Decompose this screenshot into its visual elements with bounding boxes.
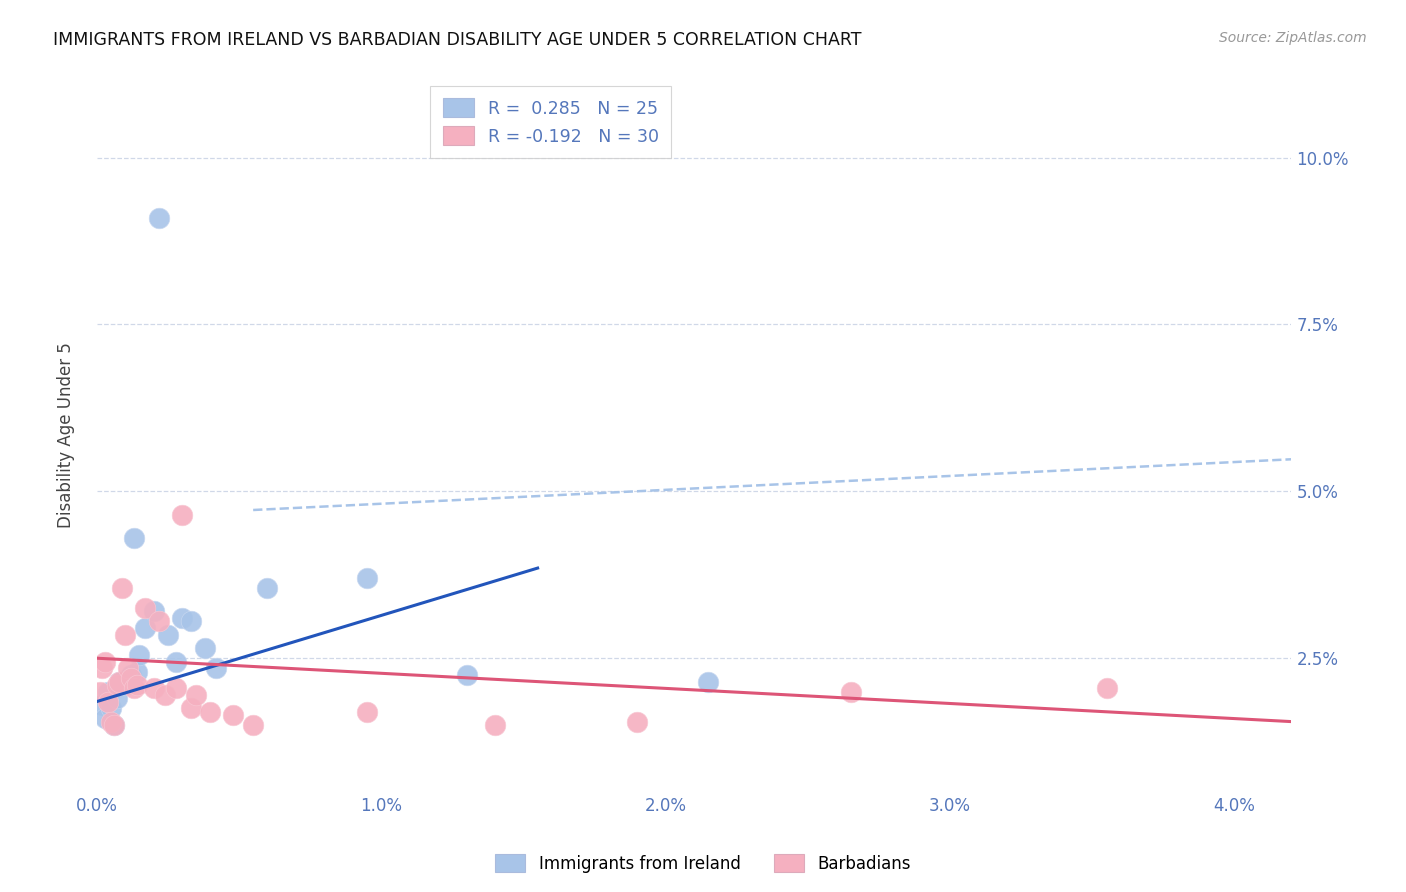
- Point: [484, 718, 506, 732]
- Point: [839, 684, 862, 698]
- Point: [242, 718, 264, 732]
- Point: [356, 571, 378, 585]
- Point: [125, 678, 148, 692]
- Point: [148, 211, 170, 225]
- Point: [1095, 681, 1118, 696]
- Point: [125, 665, 148, 679]
- Point: [170, 508, 193, 522]
- Point: [697, 674, 720, 689]
- Point: [148, 615, 170, 629]
- Point: [97, 695, 120, 709]
- Point: [89, 684, 111, 698]
- Point: [194, 641, 217, 656]
- Point: [105, 691, 128, 706]
- Point: [205, 661, 228, 675]
- Point: [356, 705, 378, 719]
- Point: [626, 714, 648, 729]
- Point: [134, 601, 156, 615]
- Point: [200, 705, 222, 719]
- Point: [100, 701, 122, 715]
- Point: [103, 718, 125, 732]
- Text: Source: ZipAtlas.com: Source: ZipAtlas.com: [1219, 31, 1367, 45]
- Point: [165, 655, 187, 669]
- Point: [122, 681, 145, 696]
- Point: [256, 581, 278, 595]
- Point: [94, 655, 117, 669]
- Point: [108, 674, 131, 689]
- Point: [120, 671, 142, 685]
- Y-axis label: Disability Age Under 5: Disability Age Under 5: [58, 342, 75, 527]
- Point: [94, 711, 117, 725]
- Point: [180, 701, 202, 715]
- Point: [122, 531, 145, 545]
- Point: [180, 615, 202, 629]
- Point: [91, 661, 114, 675]
- Point: [186, 688, 208, 702]
- Point: [142, 604, 165, 618]
- Point: [117, 661, 139, 675]
- Point: [111, 581, 134, 595]
- Legend: Immigrants from Ireland, Barbadians: Immigrants from Ireland, Barbadians: [489, 847, 917, 880]
- Point: [100, 714, 122, 729]
- Point: [103, 718, 125, 732]
- Legend: R =  0.285   N = 25, R = -0.192   N = 30: R = 0.285 N = 25, R = -0.192 N = 30: [430, 87, 671, 158]
- Point: [456, 668, 478, 682]
- Point: [97, 684, 120, 698]
- Point: [114, 678, 136, 692]
- Point: [153, 688, 176, 702]
- Point: [108, 674, 131, 689]
- Point: [156, 628, 179, 642]
- Point: [120, 668, 142, 682]
- Text: IMMIGRANTS FROM IRELAND VS BARBADIAN DISABILITY AGE UNDER 5 CORRELATION CHART: IMMIGRANTS FROM IRELAND VS BARBADIAN DIS…: [53, 31, 862, 49]
- Point: [134, 621, 156, 635]
- Point: [105, 678, 128, 692]
- Point: [142, 681, 165, 696]
- Point: [170, 611, 193, 625]
- Point: [165, 681, 187, 696]
- Point: [128, 648, 150, 662]
- Point: [114, 628, 136, 642]
- Point: [222, 707, 245, 722]
- Point: [91, 698, 114, 712]
